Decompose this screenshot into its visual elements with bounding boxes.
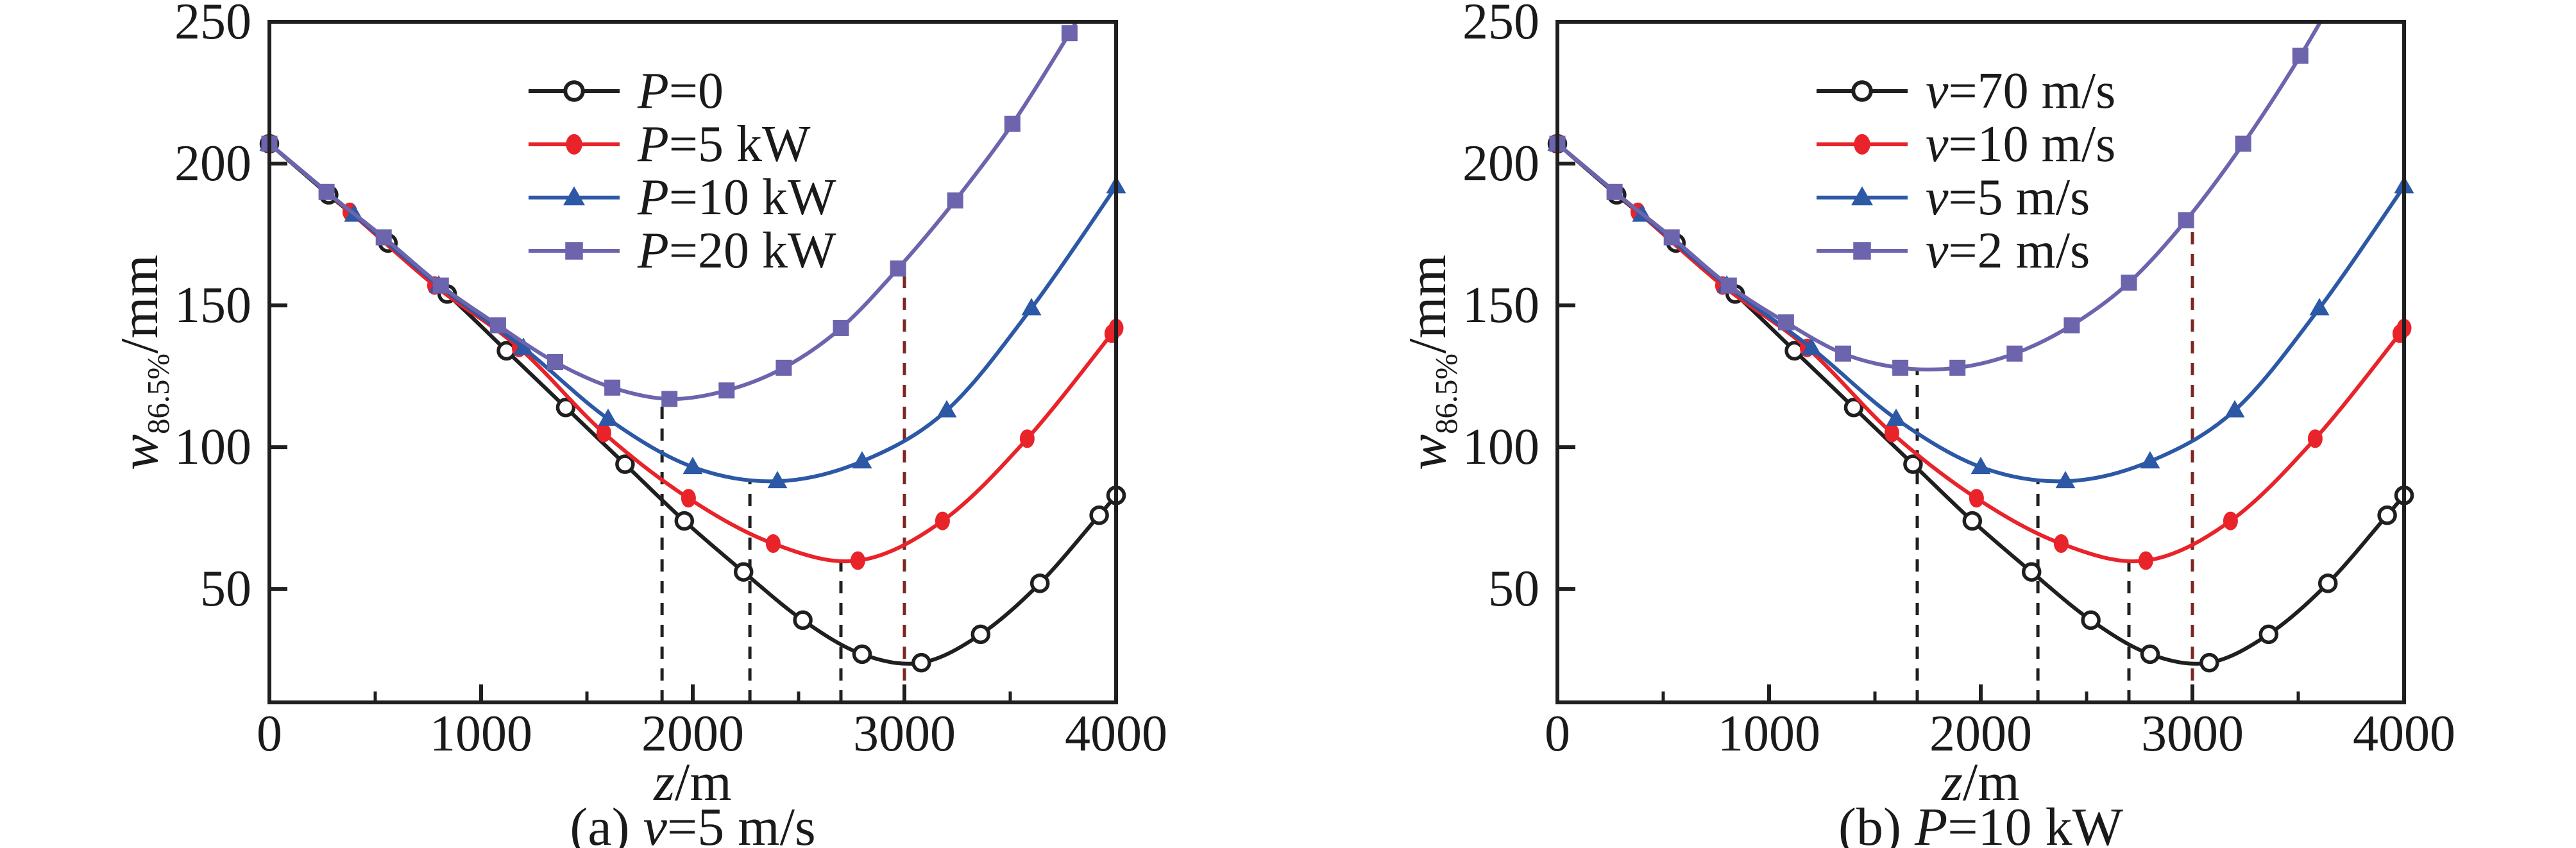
caption-value: =5 m/s — [666, 797, 816, 848]
x-tick-label: 0 — [1545, 706, 1570, 762]
y-tick-label: 250 — [174, 0, 251, 50]
legend-label: v=10 m/s — [1926, 115, 2116, 173]
caption-value: =10 kW — [1947, 797, 2123, 848]
y-tick-label: 200 — [174, 135, 251, 192]
legend-label: v=70 m/s — [1926, 62, 2116, 119]
y-tick-label: 150 — [1462, 277, 1539, 334]
legend-label: P=5 kW — [638, 115, 811, 173]
x-tick-label: 4000 — [2353, 706, 2455, 762]
caption-variable: P — [1914, 797, 1948, 848]
x-tick-label: 3000 — [2141, 706, 2244, 762]
legend-item: v=10 m/s — [1814, 117, 2115, 171]
legend-a: P=0 P=5 kW P=10 kW P=20 kW — [526, 64, 836, 277]
legend-label: P=20 kW — [638, 222, 836, 279]
legend-item: P=20 kW — [526, 224, 836, 277]
series-v-2-m-s — [1549, 22, 2323, 376]
legend-item: v=2 m/s — [1814, 224, 2115, 277]
legend-marker-square — [529, 241, 620, 260]
y-tick-label: 50 — [200, 561, 251, 618]
y-tick-label: 250 — [1462, 0, 1539, 50]
legend-marker-triangle — [1817, 185, 1908, 205]
y-tick-label: 100 — [1462, 419, 1539, 476]
x-tick-label: 0 — [257, 706, 282, 762]
y-tick-label: 100 — [174, 419, 251, 476]
x-tick-label: 2000 — [641, 706, 744, 762]
plot-svg-b — [1547, 20, 2414, 704]
legend-marker-open-circle — [529, 80, 620, 102]
x-axis-unit: /m — [675, 752, 732, 812]
x-axis-label: z/m — [564, 756, 821, 810]
legend-marker-open-circle — [1817, 80, 1908, 102]
y-tick-label: 150 — [174, 277, 251, 334]
x-axis-label: z/m — [1852, 756, 2109, 810]
legend-item: v=70 m/s — [1814, 64, 2115, 117]
legend-item: P=5 kW — [526, 117, 836, 171]
legend-label: P=10 kW — [638, 169, 836, 226]
series-v-70-m-s — [1547, 133, 2414, 673]
caption-variable: v — [643, 797, 667, 848]
legend-item: P=10 kW — [526, 171, 836, 224]
caption-index: (b) — [1838, 797, 1915, 848]
legend-label: v=2 m/s — [1926, 222, 2090, 279]
series-v-10-m-s — [1550, 134, 2412, 570]
caption-index: (a) — [570, 797, 643, 848]
chart-panel-a: w86.5%/mm z/m (a) v=5 m/s P=0 P=5 kW P=1… — [110, 0, 1167, 848]
x-tick-label: 2000 — [1929, 706, 2032, 762]
panel-caption-b: (b) P=10 kW — [1724, 801, 2237, 848]
legend-b: v=70 m/s v=10 m/s v=5 m/s v=2 m/s — [1814, 64, 2115, 277]
plot-svg-a — [259, 20, 1126, 704]
legend-item: P=0 — [526, 64, 836, 117]
legend-marker-filled-circle — [529, 133, 620, 155]
y-tick-label: 50 — [1488, 561, 1539, 618]
x-axis-unit: /m — [1963, 752, 2020, 812]
legend-label: P=0 — [638, 62, 724, 119]
legend-marker-triangle — [529, 185, 620, 205]
x-tick-label: 3000 — [853, 706, 956, 762]
series-p-20-kw — [261, 22, 1079, 407]
x-axis-variable: z — [1942, 752, 1963, 812]
legend-label: v=5 m/s — [1926, 169, 2090, 226]
panel-caption-a: (a) v=5 m/s — [436, 801, 949, 848]
legend-item: v=5 m/s — [1814, 171, 2115, 224]
legend-marker-filled-circle — [1817, 133, 1908, 155]
chart-panel-b: w86.5%/mm z/m (b) P=10 kW v=70 m/s v=10 … — [1288, 0, 2576, 848]
x-tick-label: 4000 — [1065, 706, 1167, 762]
y-tick-label: 200 — [1462, 135, 1539, 192]
x-axis-variable: z — [654, 752, 675, 812]
x-tick-label: 1000 — [430, 706, 532, 762]
x-tick-label: 1000 — [1718, 706, 1820, 762]
legend-marker-square — [1817, 241, 1908, 260]
